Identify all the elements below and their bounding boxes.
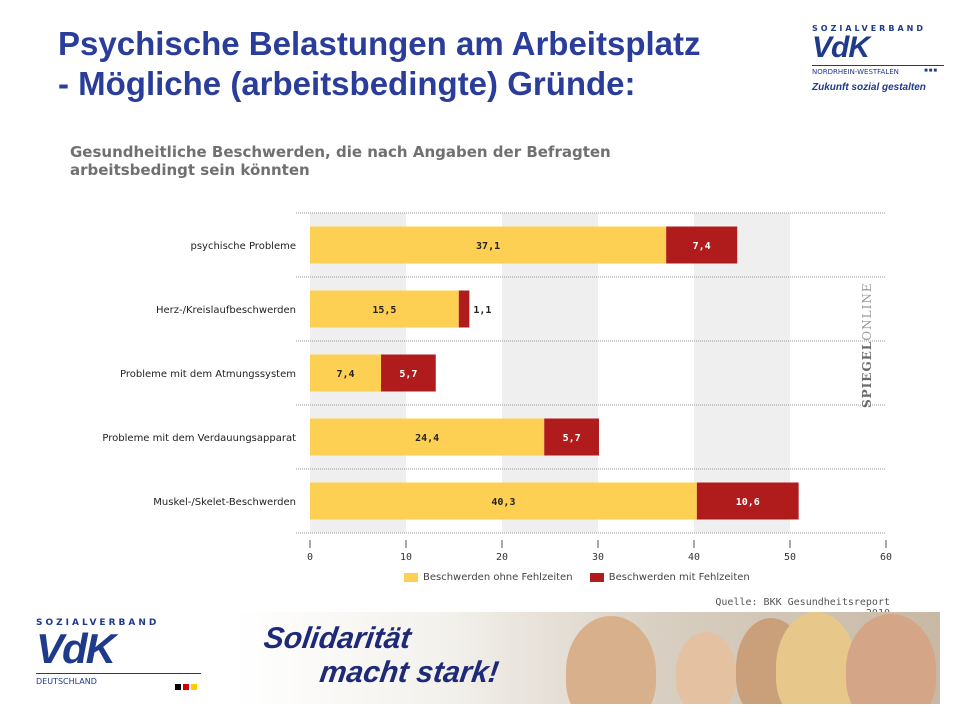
x-tick-label: 30 (592, 552, 604, 563)
slogan-line-2: macht stark! (317, 656, 501, 689)
bar-segment (666, 226, 738, 264)
logo-motto: Zukunft sozial gestalten (812, 82, 926, 93)
legend-item-mit: Beschwerden mit Fehlzeiten (589, 572, 750, 583)
legend-swatch-mit (589, 573, 604, 582)
footer-logo-org: SOZIALVERBAND (36, 618, 160, 628)
category-label: Probleme mit dem Verdauungsapparat (102, 433, 296, 444)
legend-label-mit: Beschwerden mit Fehlzeiten (608, 572, 750, 583)
slogan-line-1: Solidarität (261, 622, 414, 655)
family-photo-figure (776, 612, 856, 704)
footer-logo-region: DEUTSCHLAND (36, 673, 201, 686)
category-label: Muskel-/Skelet-Beschwerden (153, 497, 296, 508)
watermark-bold: SPIEGEL (860, 340, 874, 408)
data-label: 1,1 (473, 305, 491, 316)
data-label: 40,3 (491, 497, 515, 508)
logo-squares-icon: ■■■ (924, 68, 938, 74)
x-tick-label: 60 (880, 552, 892, 563)
data-label: 15,5 (372, 305, 396, 316)
chart-title: Gesundheitliche Beschwerden, die nach An… (70, 143, 611, 179)
family-photo-figure (846, 614, 936, 704)
bar-segment (310, 226, 667, 264)
data-label: 5,7 (399, 369, 417, 380)
watermark-rest: ONLINE (860, 282, 874, 341)
legend-swatch-ohne (404, 573, 418, 582)
logo-brand: VdK (812, 31, 870, 64)
data-label: 7,4 (693, 241, 711, 252)
bar-segment (310, 482, 697, 520)
legend-item-ohne: Beschwerden ohne Fehlzeiten (404, 572, 573, 583)
bar-segment (381, 354, 436, 392)
solidarity-banner: Solidarität macht stark! (236, 612, 940, 704)
family-photo-figure (676, 632, 736, 704)
legend-label-ohne: Beschwerden ohne Fehlzeiten (423, 572, 573, 583)
title-line-1: Psychische Belastungen am Arbeitsplatz (58, 25, 701, 62)
bar-segment (458, 290, 470, 328)
x-tick-label: 10 (400, 552, 412, 563)
bar-segment (544, 418, 599, 456)
x-tick-label: 40 (688, 552, 700, 563)
x-tick-label: 0 (307, 552, 313, 563)
bar-segment (310, 290, 459, 328)
x-tick-label: 50 (784, 552, 796, 563)
vdk-nrw-logo: SOZIALVERBAND VdK NORDRHEIN-WESTFALEN ■■… (812, 24, 944, 100)
grid-band (502, 213, 598, 533)
data-label: 5,7 (563, 433, 581, 444)
bar-segment (696, 482, 799, 520)
x-tick-label: 20 (496, 552, 508, 563)
data-label: 37,1 (476, 241, 500, 252)
chart-legend: Beschwerden ohne Fehlzeiten Beschwerden … (404, 572, 764, 585)
vdk-deutschland-logo: SOZIALVERBAND VdK DEUTSCHLAND (36, 618, 201, 698)
bar-segment (310, 418, 545, 456)
footer-logo-brand: VdK (36, 625, 116, 672)
spiegel-online-watermark: SPIEGELONLINE (860, 282, 874, 408)
category-label: Herz-/Kreislaufbeschwerden (156, 305, 296, 316)
data-label: 24,4 (415, 433, 439, 444)
bar-segment (310, 354, 382, 392)
slide-title: Psychische Belastungen am Arbeitsplatz -… (58, 24, 798, 104)
data-label: 10,6 (736, 497, 760, 508)
data-label: 7,4 (336, 369, 354, 380)
family-photo-figure (566, 616, 656, 704)
title-line-2: - Mögliche (arbeitsbedingte) Gründe: (58, 65, 636, 102)
logo-region: NORDRHEIN-WESTFALEN (812, 65, 944, 76)
flag-icon (173, 684, 197, 690)
category-label: Probleme mit dem Atmungssystem (120, 369, 296, 380)
category-label: psychische Probleme (190, 241, 296, 252)
grid-band (694, 213, 790, 533)
logo-org: SOZIALVERBAND (812, 24, 926, 33)
